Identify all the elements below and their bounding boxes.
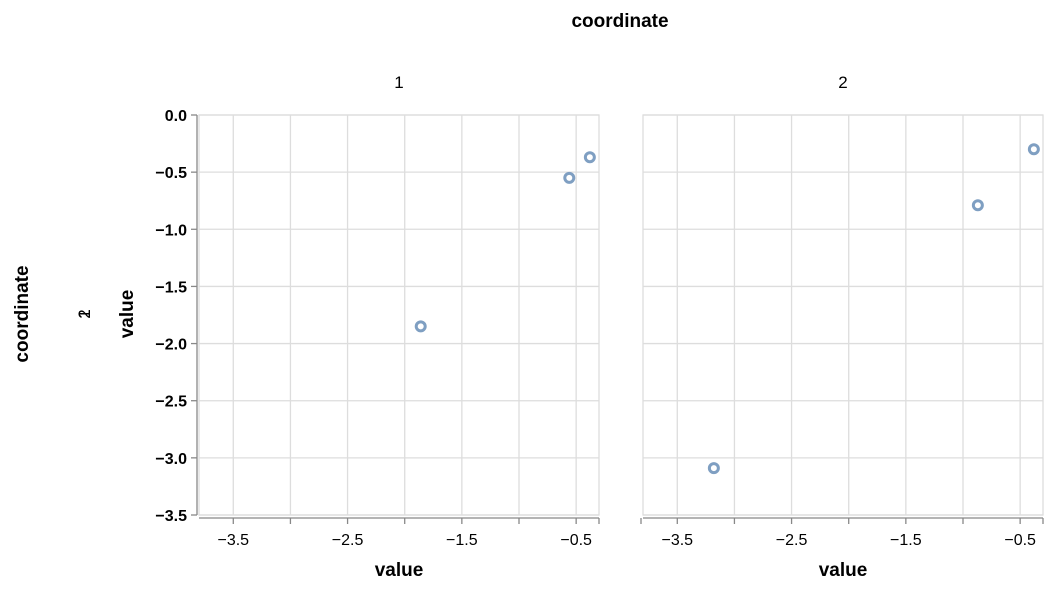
- data-point-panel2-2: [971, 199, 984, 212]
- x-tick-label: −3.5: [661, 532, 693, 549]
- y-tick-label: 0.0: [165, 108, 187, 125]
- row-facet-labels: 12: [75, 309, 94, 318]
- data-point-panel1-1: [414, 320, 427, 333]
- y-tick-label: −2.5: [155, 394, 187, 411]
- x-tick-label: −1.5: [890, 532, 922, 549]
- x-tick-label: −3.5: [217, 532, 249, 549]
- facet-panel-1: 1 −3.5 −2.5 −1.5 −0.5 value 0.0 −0.5 −1.0 −1.5 −2.…: [155, 73, 600, 581]
- x-axis-title: value: [819, 560, 868, 581]
- y-tick-label: −3.5: [155, 508, 187, 525]
- column-facet-title: coordinate: [571, 11, 668, 32]
- row-facet-title: coordinate: [12, 265, 33, 362]
- y-tick-label: −1.5: [155, 279, 187, 296]
- y-tick-label: −2.0: [155, 337, 187, 354]
- facet-panels: 1 −3.5 −2.5 −1.5 −0.5 value 0.0 −0.5 −1.0 −1.5 −2.…: [155, 73, 1044, 581]
- x-tick-label: −0.5: [560, 532, 592, 549]
- y-tick-label: −0.5: [155, 165, 187, 182]
- facet-header-1: 1: [394, 73, 403, 92]
- row-facet-label-2: 2: [75, 309, 94, 318]
- facet-header-2: 2: [838, 73, 847, 92]
- x-tick-label: −2.5: [332, 532, 364, 549]
- data-point-panel1-2: [563, 171, 576, 184]
- data-point-panel2-1: [707, 462, 720, 475]
- x-tick-label: −0.5: [1004, 532, 1036, 549]
- x-axis-title: value: [375, 560, 424, 581]
- y-axis-title: value: [117, 290, 138, 339]
- panel-frame: [642, 114, 1044, 516]
- data-point-panel1-3: [583, 151, 596, 164]
- data-point-panel2-3: [1027, 143, 1040, 156]
- y-tick-label: −1.0: [155, 222, 187, 239]
- row-facet-label-1: 1: [75, 309, 94, 318]
- facet-panel-2: 2 −3.5 −2.5 −1.5 −0.5 value: [640, 73, 1044, 581]
- panel-frame: [198, 114, 600, 516]
- x-tick-label: −1.5: [446, 532, 478, 549]
- x-tick-label: −2.5: [776, 532, 808, 549]
- y-tick-label: −3.0: [155, 451, 187, 468]
